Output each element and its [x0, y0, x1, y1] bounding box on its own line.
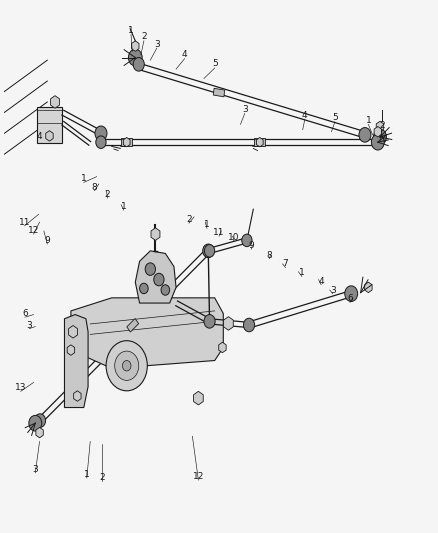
Circle shape [133, 58, 144, 71]
Text: 2: 2 [105, 190, 110, 199]
Circle shape [374, 129, 386, 145]
Circle shape [345, 286, 358, 302]
Text: 1: 1 [81, 174, 87, 183]
Polygon shape [64, 314, 88, 408]
Circle shape [359, 127, 371, 142]
Circle shape [204, 314, 215, 328]
Circle shape [371, 134, 384, 150]
Text: 2: 2 [141, 32, 147, 41]
Circle shape [242, 234, 252, 247]
Text: 3: 3 [154, 40, 159, 49]
Polygon shape [124, 138, 130, 147]
Polygon shape [376, 122, 384, 132]
Text: 8: 8 [267, 251, 272, 260]
Polygon shape [365, 282, 372, 293]
Polygon shape [374, 126, 381, 137]
Circle shape [29, 415, 42, 431]
Text: 2: 2 [186, 215, 192, 224]
Text: 5: 5 [332, 113, 338, 122]
Text: 3: 3 [32, 465, 38, 474]
Text: 9: 9 [248, 241, 254, 250]
Circle shape [35, 414, 46, 427]
Text: 3: 3 [242, 106, 247, 114]
Polygon shape [50, 96, 60, 108]
Text: 6: 6 [22, 309, 28, 318]
Text: 7: 7 [283, 260, 288, 269]
Circle shape [244, 318, 254, 332]
Polygon shape [213, 88, 225, 97]
Text: 13: 13 [15, 383, 26, 392]
FancyBboxPatch shape [37, 107, 62, 143]
Polygon shape [121, 138, 132, 146]
Text: 1: 1 [204, 220, 210, 229]
Text: 5: 5 [212, 59, 218, 68]
Text: 1: 1 [121, 202, 127, 211]
Text: 9: 9 [44, 236, 50, 245]
Polygon shape [256, 138, 263, 147]
Polygon shape [194, 391, 203, 405]
Text: 11: 11 [19, 217, 30, 227]
Circle shape [95, 126, 107, 141]
Text: 3: 3 [26, 320, 32, 329]
Circle shape [161, 285, 170, 295]
Circle shape [115, 351, 139, 381]
Text: 1: 1 [84, 470, 90, 479]
Text: 3: 3 [330, 286, 336, 295]
Text: 4: 4 [302, 110, 307, 119]
Text: 8: 8 [92, 183, 97, 191]
Polygon shape [127, 319, 139, 332]
Text: 1: 1 [299, 268, 305, 277]
Polygon shape [224, 317, 233, 330]
Circle shape [145, 263, 155, 276]
Polygon shape [131, 41, 139, 51]
Circle shape [96, 136, 106, 149]
Polygon shape [151, 228, 160, 240]
Text: 2: 2 [379, 121, 385, 130]
Text: 11: 11 [213, 228, 225, 237]
Circle shape [205, 245, 215, 257]
Circle shape [122, 360, 131, 371]
Text: 4: 4 [318, 277, 324, 286]
Polygon shape [74, 391, 81, 401]
Polygon shape [219, 342, 226, 353]
Polygon shape [254, 138, 265, 146]
Polygon shape [69, 326, 78, 338]
Circle shape [128, 49, 142, 66]
Circle shape [106, 341, 147, 391]
Circle shape [154, 273, 164, 286]
Text: 2: 2 [99, 473, 105, 482]
Circle shape [140, 283, 148, 294]
Text: 4: 4 [37, 133, 42, 141]
Text: 1: 1 [365, 116, 371, 125]
Circle shape [203, 244, 214, 257]
Polygon shape [67, 345, 74, 356]
Text: 4: 4 [182, 51, 187, 60]
Polygon shape [71, 298, 223, 368]
Text: 6: 6 [347, 294, 353, 303]
Polygon shape [36, 427, 43, 438]
Polygon shape [135, 251, 176, 303]
Text: 1: 1 [128, 26, 134, 35]
Text: 12: 12 [193, 472, 204, 481]
Polygon shape [46, 131, 53, 141]
Text: 12: 12 [28, 227, 39, 236]
Text: 10: 10 [228, 233, 240, 243]
